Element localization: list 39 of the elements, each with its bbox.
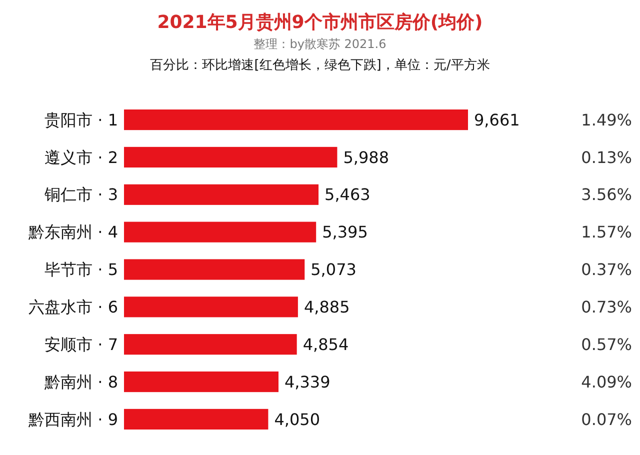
y-tick-label: 毕节市 · 5 [44,260,118,280]
y-tick-label: 遵义市 · 2 [44,148,118,167]
data-label: 4,885 [304,298,350,317]
y-tick-label: 安顺市 · 7 [44,334,118,354]
chart-title: 2021年5月贵州9个市州市区房价(均价) [157,12,483,33]
bar [124,109,468,130]
data-label: 5,073 [310,260,356,280]
y-tick-label: 六盘水市 · 6 [28,298,118,317]
data-label: 5,988 [343,148,390,167]
data-label: 9,661 [474,110,520,130]
text: 0.57% [581,334,632,354]
bar [124,222,316,242]
text: 百分比：环比增速[红色增长，绿色下跌]，单位：元/平方米 [150,57,490,73]
bar [124,334,297,355]
bar [124,296,298,318]
bar [124,371,278,392]
bar [124,408,268,430]
text: 4.09% [581,372,632,392]
text: 0.13% [581,148,632,167]
data-label: 5,395 [322,222,368,242]
data-label: 4,050 [274,410,320,429]
y-tick-label: 黔西南州 · 9 [28,410,118,429]
text: 1.49% [581,110,632,130]
text: 0.07% [581,410,632,429]
text: 0.37% [581,260,632,280]
y-tick-label: 铜仁市 · 3 [44,185,118,204]
text: 3.56% [581,185,632,204]
data-label: 4,854 [302,334,349,354]
data-label: 5,463 [324,185,370,204]
y-tick-label: 黔东南州 · 4 [28,222,118,242]
bar [124,184,319,205]
text: 1.57% [581,222,632,242]
bar [124,259,305,280]
chart-subtitle: 整理：by散寒苏 2021.6 [254,37,386,51]
y-tick-label: 黔南州 · 8 [44,372,118,392]
bar [124,146,338,168]
text: 0.73% [581,298,632,317]
data-label: 4,339 [284,372,330,392]
y-tick-label: 贵阳市 · 1 [44,110,118,130]
